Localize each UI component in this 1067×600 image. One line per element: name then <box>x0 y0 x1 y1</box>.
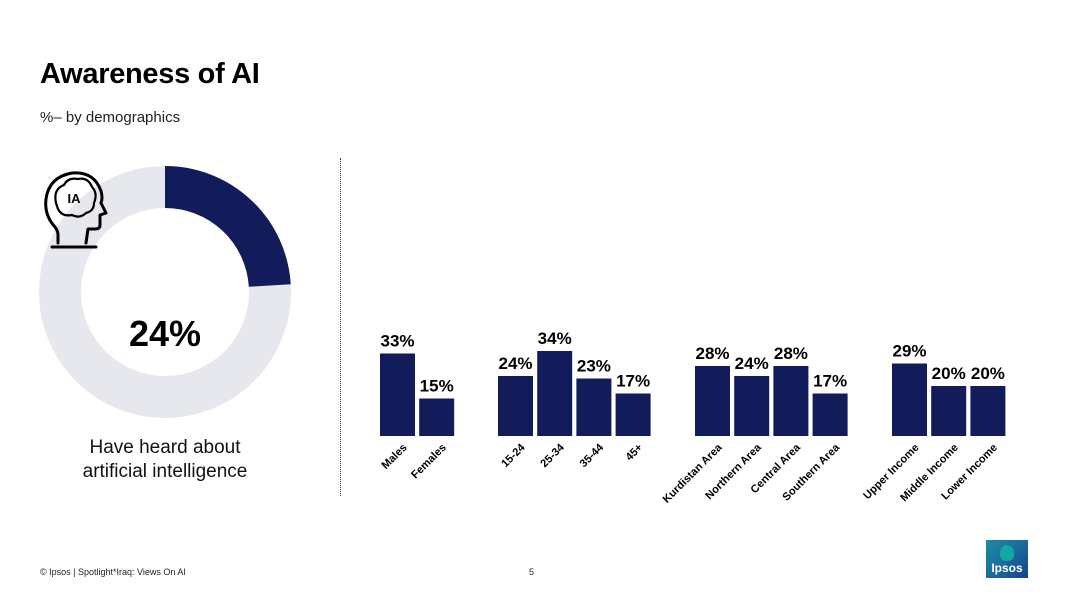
category-label-45: 45+ <box>624 442 646 464</box>
bar-lower-income <box>970 386 1006 436</box>
donut-caption-line-2: artificial intelligence <box>82 461 248 482</box>
data-label-kurdistan-area: 28% <box>695 344 729 363</box>
data-label-northern-area: 24% <box>735 354 769 373</box>
page-number: 5 <box>529 567 535 577</box>
donut-caption-line-1: Have heard about <box>89 437 241 458</box>
bar-northern-area <box>734 376 770 436</box>
category-label-35-44: 35-44 <box>578 441 607 470</box>
brain-head-icon: IA <box>44 171 108 249</box>
data-label-middle-income: 20% <box>932 364 966 383</box>
bar-15-24 <box>498 376 533 436</box>
data-label-25-34: 34% <box>538 329 572 348</box>
data-label-central-area: 28% <box>774 344 808 363</box>
bar-females <box>419 398 455 436</box>
bar-central-area <box>773 366 809 436</box>
data-label-lower-income: 20% <box>971 364 1005 383</box>
ipsos-logo: Ipsos <box>986 540 1028 578</box>
page-subtitle: %– by demographics <box>40 109 181 126</box>
data-label-southern-area: 17% <box>813 372 847 391</box>
section-divider <box>340 158 341 496</box>
bar-southern-area <box>812 393 848 436</box>
bar-45 <box>615 393 651 436</box>
bar-kurdistan-area <box>695 366 730 436</box>
data-label-35-44: 23% <box>577 357 611 376</box>
donut-caption: Have heard about artificial intelligence <box>40 436 290 484</box>
data-label-15-24: 24% <box>498 354 532 373</box>
bar-middle-income <box>931 386 967 436</box>
logo-mark-icon <box>1000 545 1014 561</box>
data-label-males: 33% <box>380 332 414 351</box>
bar-upper-income <box>892 363 927 436</box>
donut-filled-arc <box>39 166 291 418</box>
awareness-donut: IA 24% <box>38 165 292 419</box>
bar-25-34 <box>537 351 573 436</box>
category-label-15-24: 15-24 <box>499 441 528 470</box>
data-label-upper-income: 29% <box>892 342 926 361</box>
category-label-females: Females <box>409 442 449 482</box>
footer-source: © Ipsos | Spotlight*Iraq: Views On AI <box>40 567 186 577</box>
data-label-females: 15% <box>420 377 454 396</box>
category-label-25-34: 25-34 <box>538 441 567 470</box>
page-title: Awareness of AI <box>40 58 260 90</box>
category-label-males: Males <box>380 442 410 472</box>
data-label-45: 17% <box>616 372 650 391</box>
donut-chart <box>39 166 291 418</box>
logo-text: Ipsos <box>991 561 1023 575</box>
icon-ia-text: IA <box>68 191 82 206</box>
donut-value-label: 24% <box>128 313 202 354</box>
bar-males <box>380 353 415 436</box>
bar-35-44 <box>576 378 612 436</box>
